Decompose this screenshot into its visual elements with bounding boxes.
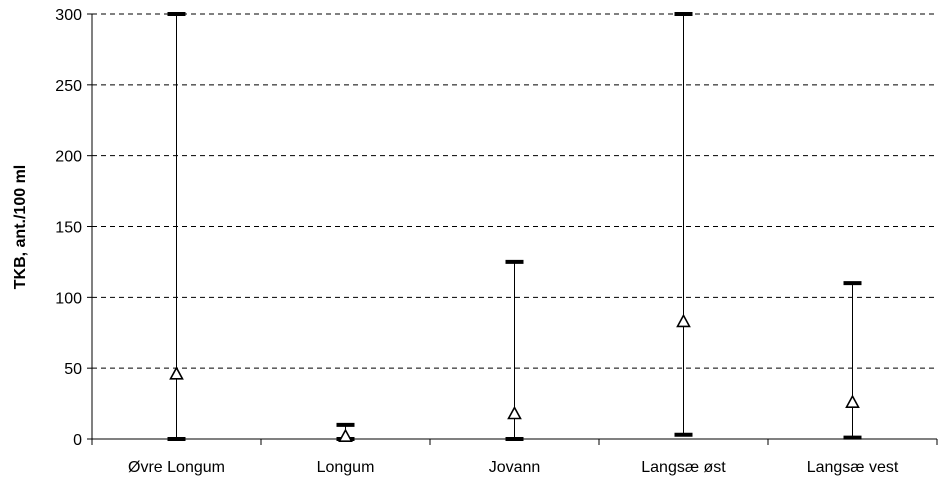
mean-marker (676, 313, 691, 328)
range-marks (167, 12, 862, 442)
mean-marker (338, 428, 353, 442)
x-axis-ticks: Øvre Longum Longum Jovann Langsæ øst Langsæ … (91, 439, 938, 476)
y-axis-title: TKB, ant./100 ml (12, 165, 29, 289)
y-tick-label: 300 (55, 7, 82, 24)
y-tick-label: 100 (55, 290, 82, 307)
y-tick-label: 250 (55, 78, 82, 95)
y-tick-label: 50 (64, 361, 82, 378)
y-tick-label: 150 (55, 220, 82, 237)
x-tick-label: Longum (317, 459, 375, 476)
y-tick-label: 200 (55, 149, 82, 166)
x-tick-label: Øvre Longum (128, 459, 225, 476)
x-tick-label: Langsæ øst (641, 459, 726, 476)
x-tick-label: Langsæ vest (807, 459, 899, 476)
mean-marker (169, 366, 184, 380)
mean-marker (845, 394, 860, 408)
y-axis-ticks: 0 50 100 150 200 250 300 (55, 7, 92, 449)
y-tick-label: 0 (73, 432, 82, 449)
mean-marker (507, 405, 522, 420)
gridlines (92, 13, 937, 369)
x-tick-label: Jovann (489, 459, 541, 476)
